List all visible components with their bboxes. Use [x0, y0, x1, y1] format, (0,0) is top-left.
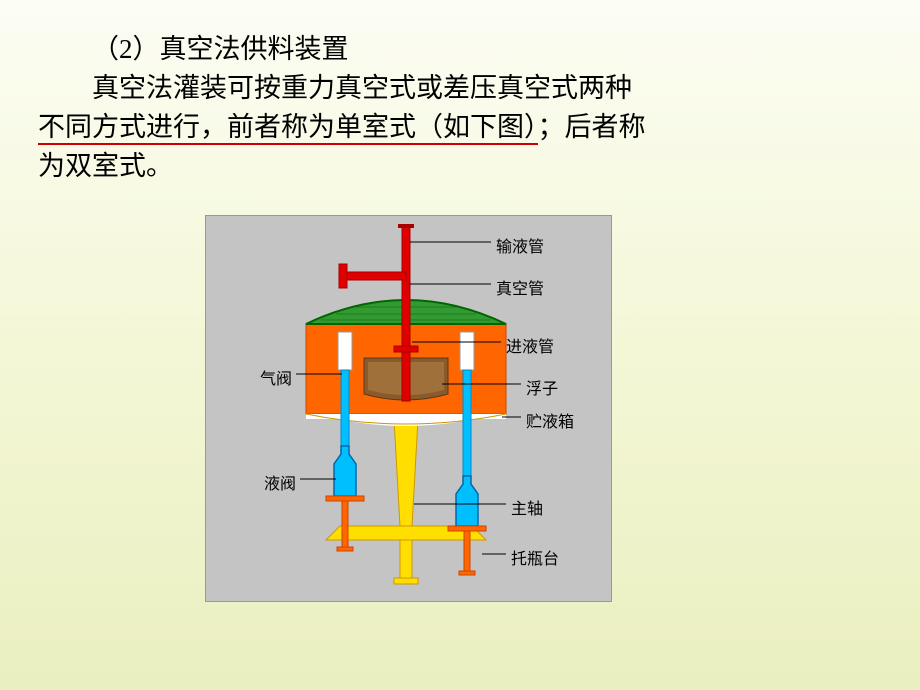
- bottle-right: [456, 476, 478, 526]
- label-jinye-guan: 进液管: [506, 333, 554, 357]
- shaft-foot: [394, 578, 418, 584]
- label-qifa: 气阀: [260, 365, 292, 389]
- red-pipe-vertical: [402, 226, 410, 401]
- slide: （2）真空法供料装置 真空法灌装可按重力真空式或差压真空式两种 不同方式进行，前…: [0, 0, 920, 690]
- tank-bottom-white: [306, 414, 506, 424]
- diagram-frame: 输液管 真空管 进液管 浮子 贮液箱 主轴 托瓶台 液阀 气阀: [205, 215, 612, 602]
- text-line1: （2）真空法供料装置: [92, 34, 349, 64]
- label-zhenkong-guan: 真空管: [496, 275, 544, 299]
- red-flange: [394, 346, 418, 352]
- label-shuye-guan: 输液管: [496, 233, 544, 257]
- platform-left-stem: [342, 501, 348, 547]
- label-tuoping-tai: 托瓶台: [511, 545, 559, 569]
- blue-pipe-right: [463, 370, 471, 478]
- text-line2a: 真空法灌装可按重力真空式或差压真空式两种: [92, 73, 632, 103]
- bottle-left: [334, 446, 356, 496]
- label-fuzi: 浮子: [526, 375, 558, 399]
- label-yefa: 液阀: [264, 470, 296, 494]
- label-zhuzhou: 主轴: [511, 495, 543, 519]
- platform-right-stem: [464, 531, 470, 571]
- text-line2c: ；后者称: [538, 112, 646, 142]
- text-line3: 为双室式。: [38, 151, 173, 181]
- body-text: （2）真空法供料装置 真空法灌装可按重力真空式或差压真空式两种 不同方式进行，前…: [0, 30, 920, 187]
- air-valve-left-top: [338, 332, 352, 370]
- red-pipe-horizontal: [346, 272, 406, 280]
- label-zhuye-xiang: 贮液箱: [526, 408, 574, 432]
- main-shaft: [394, 419, 418, 526]
- platform-left: [326, 496, 364, 501]
- red-cap: [398, 224, 414, 228]
- shaft-stem: [400, 540, 412, 578]
- blue-pipe-left: [341, 370, 349, 448]
- platform-right: [448, 526, 486, 531]
- red-knob: [339, 264, 347, 288]
- text-line2-underlined: 不同方式进行，前者称为单室式（如下图）: [38, 112, 538, 145]
- air-valve-right-top: [460, 332, 474, 370]
